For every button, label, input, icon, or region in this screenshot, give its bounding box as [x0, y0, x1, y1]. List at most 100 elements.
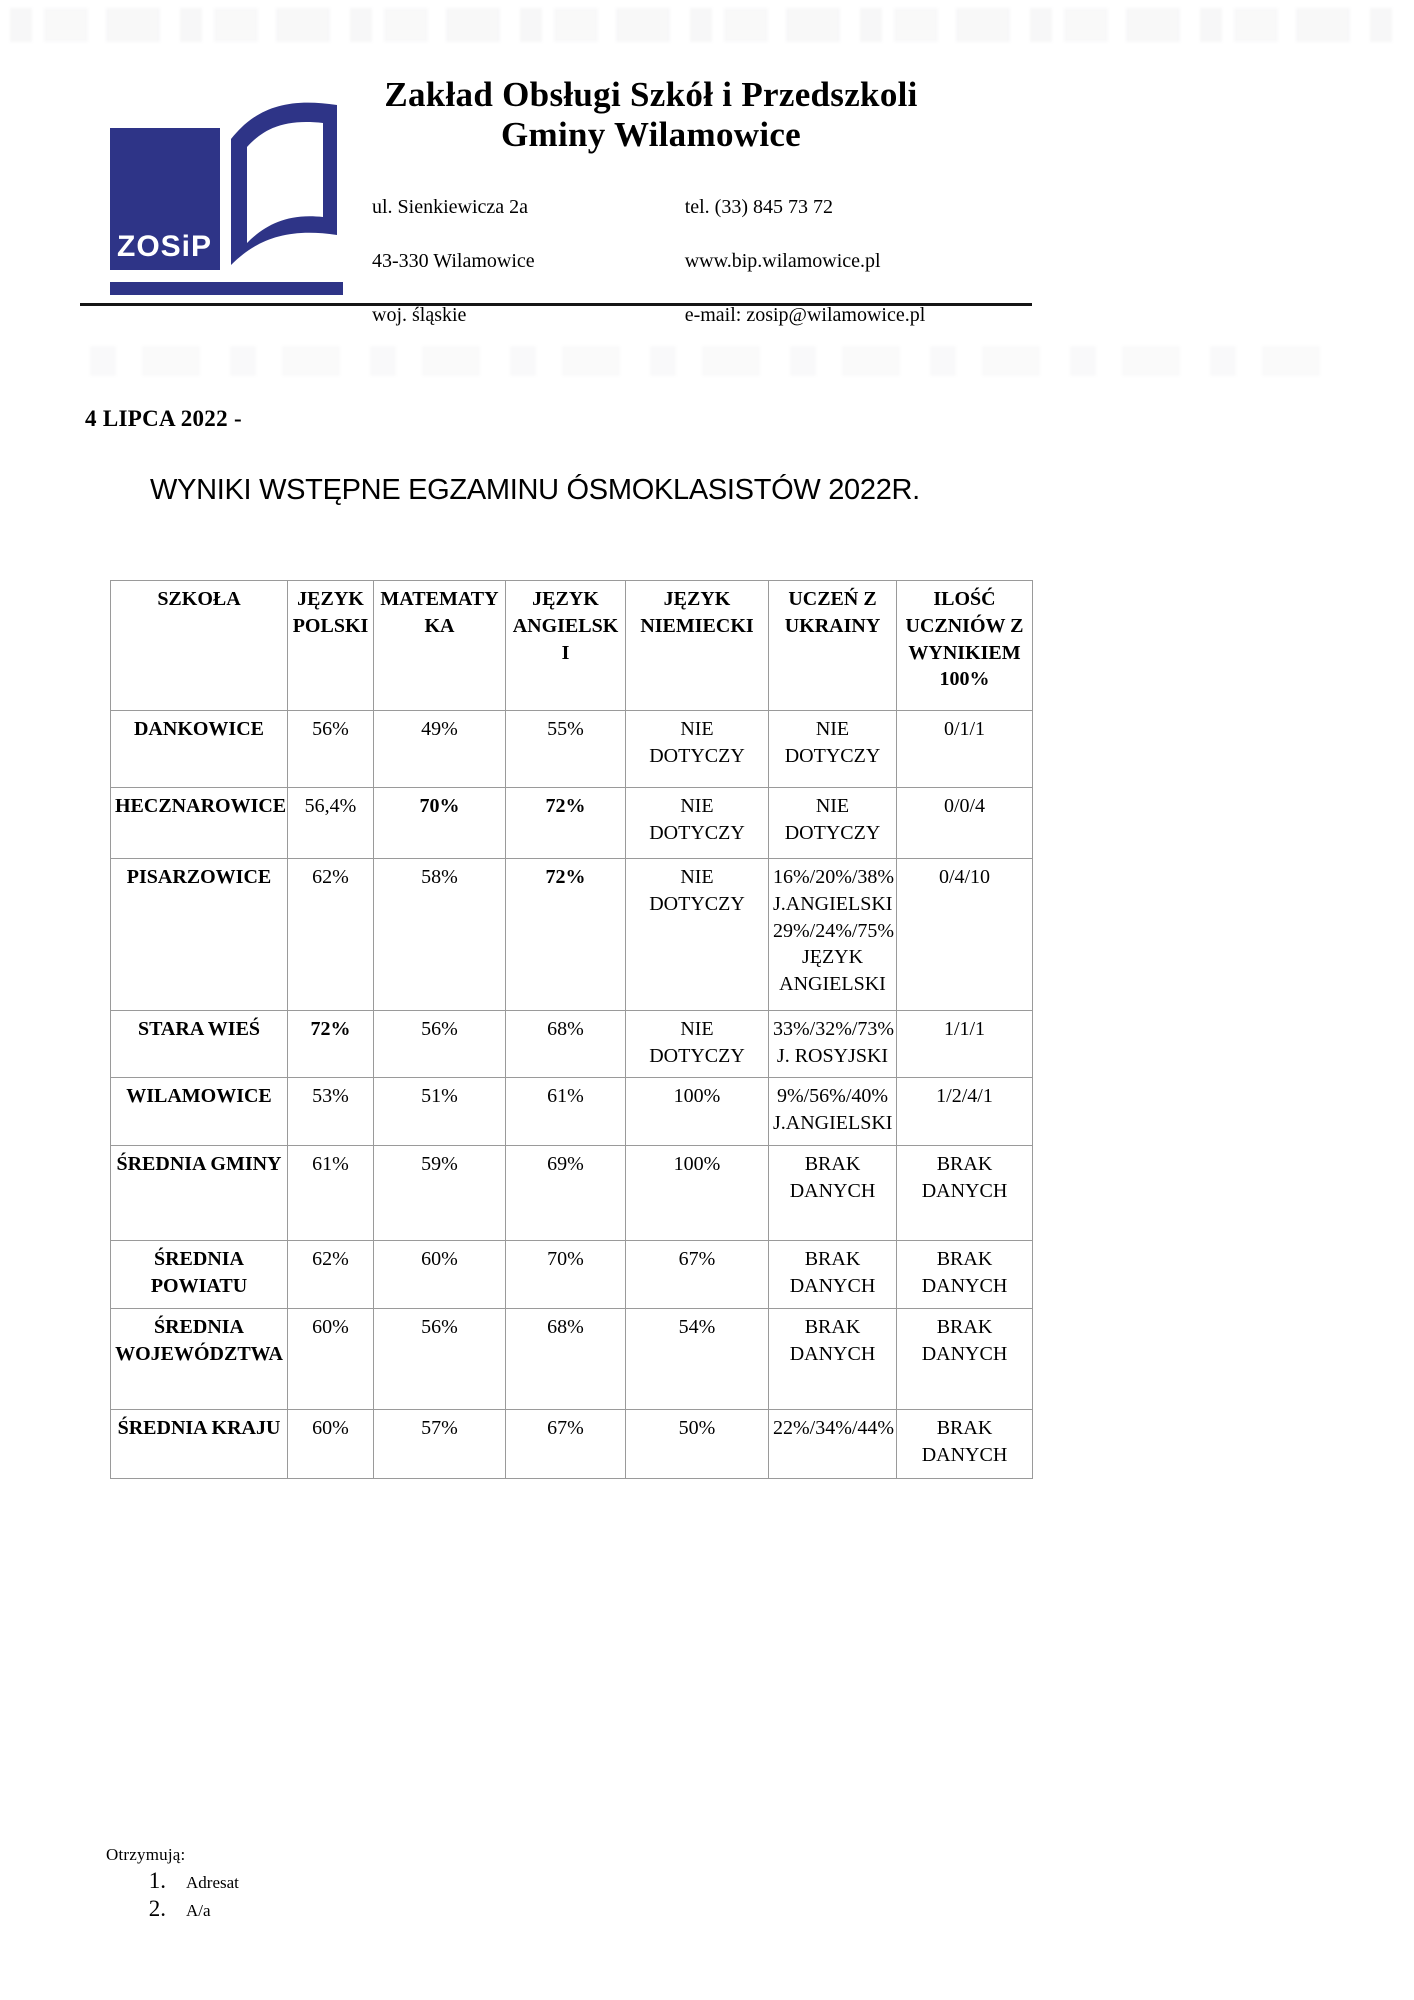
- result-cell: 16%/20%/38% J.ANGIELSKI 29%/24%/75% JĘZY…: [768, 858, 897, 1011]
- logo-square: ZOSiP: [110, 128, 220, 270]
- result-cell: 51%: [373, 1077, 506, 1146]
- org-name-line1: Zakład Obsługi Szkół i Przedszkoli: [384, 75, 918, 114]
- address-city: 43-330 Wilamowice: [372, 249, 535, 272]
- result-cell: NIE DOTYCZY: [625, 710, 769, 788]
- school-name-cell: STARA WIEŚ: [110, 1010, 288, 1078]
- result-cell: 61%: [287, 1145, 374, 1241]
- school-name-cell: HECZNAROWICE: [110, 787, 288, 859]
- table-row: PISARZOWICE 62% 58% 72% NIE DOTYCZY 16%/20%/3…: [110, 858, 1033, 1011]
- school-name-cell: WILAMOWICE: [110, 1077, 288, 1146]
- result-cell: BRAK DANYCH: [768, 1145, 897, 1241]
- result-cell: 57%: [373, 1409, 506, 1479]
- org-contacts: ul. Sienkiewicza 2a 43-330 Wilamowice wo…: [348, 167, 954, 356]
- result-cell: 68%: [505, 1010, 626, 1078]
- result-cell: 0/4/10: [896, 858, 1033, 1011]
- scan-artifact-top: [10, 8, 1400, 42]
- distribution-item-text: Adresat: [186, 1873, 239, 1892]
- table-row: STARA WIEŚ 72% 56% 68% NIE DOTYCZY 33%/32%/73…: [110, 1010, 1033, 1078]
- result-cell: 56,4%: [287, 787, 374, 859]
- result-cell: 53%: [287, 1077, 374, 1146]
- org-name-line2: Gminy Wilamowice: [500, 114, 802, 154]
- result-cell: 22%/34%/44%: [768, 1409, 897, 1479]
- result-cell: 100%: [625, 1145, 769, 1241]
- org-address: ul. Sienkiewicza 2a 43-330 Wilamowice wo…: [372, 167, 535, 356]
- result-cell: 54%: [625, 1308, 769, 1410]
- result-cell: 72%: [287, 1010, 374, 1078]
- logo-text: ZOSiP: [117, 230, 213, 263]
- contact-phone: tel. (33) 845 73 72: [684, 195, 833, 218]
- result-cell: 62%: [287, 1240, 374, 1309]
- org-contact-info: tel. (33) 845 73 72 www.bip.wilamowice.p…: [685, 167, 926, 356]
- column-header: JĘZYK ANGIELSK I: [505, 580, 626, 711]
- result-cell: 50%: [625, 1409, 769, 1479]
- distribution-item-number: 1.: [148, 1868, 166, 1893]
- school-name-cell: ŚREDNIA KRAJU: [110, 1409, 288, 1479]
- result-cell: 60%: [287, 1308, 374, 1410]
- zosip-logo: ZOSiP: [90, 75, 348, 303]
- result-cell: BRAK DANYCH: [768, 1240, 897, 1309]
- school-name-cell: ŚREDNIA GMINY: [110, 1145, 288, 1241]
- result-cell: 33%/32%/73% J. ROSYJSKI: [768, 1010, 897, 1078]
- result-cell: 72%: [505, 787, 626, 859]
- table-row: DANKOWICE 56% 49% 55% NIE DOTYCZY NIE DOTYCZY…: [110, 710, 1033, 788]
- logo-underline-bar: [110, 282, 343, 295]
- result-cell: 58%: [373, 858, 506, 1011]
- result-cell: 60%: [287, 1409, 374, 1479]
- distribution-item: 2. A/a: [128, 1896, 239, 1922]
- result-cell: 9%/56%/40% J.ANGIELSKI: [768, 1077, 897, 1146]
- result-cell: 56%: [373, 1010, 506, 1078]
- org-header: Zakład Obsługi Szkół i Przedszkoli Gminy…: [348, 75, 954, 356]
- result-cell: 62%: [287, 858, 374, 1011]
- result-cell: BRAK DANYCH: [896, 1409, 1033, 1479]
- result-cell: NIE DOTYCZY: [768, 710, 897, 788]
- result-cell: 1/2/4/1: [896, 1077, 1033, 1146]
- distribution-items: 1. Adresat 2. A/a: [128, 1868, 239, 1922]
- result-cell: 68%: [505, 1308, 626, 1410]
- result-cell: 72%: [505, 858, 626, 1011]
- table-row: WILAMOWICE 53% 51% 61% 100% 9%/56%/40% J.ANGI…: [110, 1077, 1033, 1146]
- distribution-item-number: 2.: [148, 1896, 166, 1921]
- result-cell: 69%: [505, 1145, 626, 1241]
- letterhead: ZOSiP Zakład Obsługi Szkół i Przedszkoli…: [90, 75, 1334, 356]
- result-cell: 0/1/1: [896, 710, 1033, 788]
- result-cell: NIE DOTYCZY: [768, 787, 897, 859]
- result-cell: 67%: [505, 1409, 626, 1479]
- result-cell: 59%: [373, 1145, 506, 1241]
- column-header: UCZEŃ Z UKRAINY: [768, 580, 897, 711]
- result-cell: BRAK DANYCH: [896, 1308, 1033, 1410]
- result-cell: 56%: [373, 1308, 506, 1410]
- open-book-icon: [231, 102, 337, 265]
- result-cell: 70%: [373, 787, 506, 859]
- contact-email: e-mail: zosip@wilamowice.pl: [684, 303, 926, 326]
- address-region: woj. śląskie: [372, 303, 467, 326]
- result-cell: 60%: [373, 1240, 506, 1309]
- contact-website: www.bip.wilamowice.pl: [684, 249, 881, 272]
- result-cell: 49%: [373, 710, 506, 788]
- column-header: MATEMATY KA: [373, 580, 506, 711]
- table-row: ŚREDNIA POWIATU 62% 60% 70% 67% BRAK DANYCH BR…: [110, 1240, 1033, 1309]
- result-cell: BRAK DANYCH: [768, 1308, 897, 1410]
- result-cell: 61%: [505, 1077, 626, 1146]
- distribution-list: Otrzymują: 1. Adresat 2. A/a: [106, 1845, 239, 1922]
- column-header: ILOŚĆ UCZNIÓW Z WYNIKIEM 100%: [896, 580, 1033, 711]
- result-cell: 56%: [287, 710, 374, 788]
- result-cell: 1/1/1: [896, 1010, 1033, 1078]
- table-row: ŚREDNIA KRAJU 60% 57% 67% 50% 22%/34%/44% BRAK…: [110, 1409, 1033, 1479]
- column-header: JĘZYK POLSKI: [287, 580, 374, 711]
- table-header-row: SZKOŁA JĘZYK POLSKI MATEMATY KA JĘZYK ANGIE…: [110, 580, 1033, 711]
- column-header: SZKOŁA: [110, 580, 288, 711]
- result-cell: NIE DOTYCZY: [625, 787, 769, 859]
- column-header: JĘZYK NIEMIECKI: [625, 580, 769, 711]
- result-cell: 55%: [505, 710, 626, 788]
- school-name-cell: DANKOWICE: [110, 710, 288, 788]
- results-table: SZKOŁA JĘZYK POLSKI MATEMATY KA JĘZYK ANGIE…: [110, 580, 1033, 1479]
- distribution-label: Otrzymują:: [106, 1845, 186, 1864]
- result-cell: 70%: [505, 1240, 626, 1309]
- school-name-cell: PISARZOWICE: [110, 858, 288, 1011]
- address-street: ul. Sienkiewicza 2a: [372, 195, 529, 218]
- result-cell: 0/0/4: [896, 787, 1033, 859]
- result-cell: 67%: [625, 1240, 769, 1309]
- result-cell: BRAK DANYCH: [896, 1240, 1033, 1309]
- school-name-cell: ŚREDNIA POWIATU: [110, 1240, 288, 1309]
- result-cell: NIE DOTYCZY: [625, 1010, 769, 1078]
